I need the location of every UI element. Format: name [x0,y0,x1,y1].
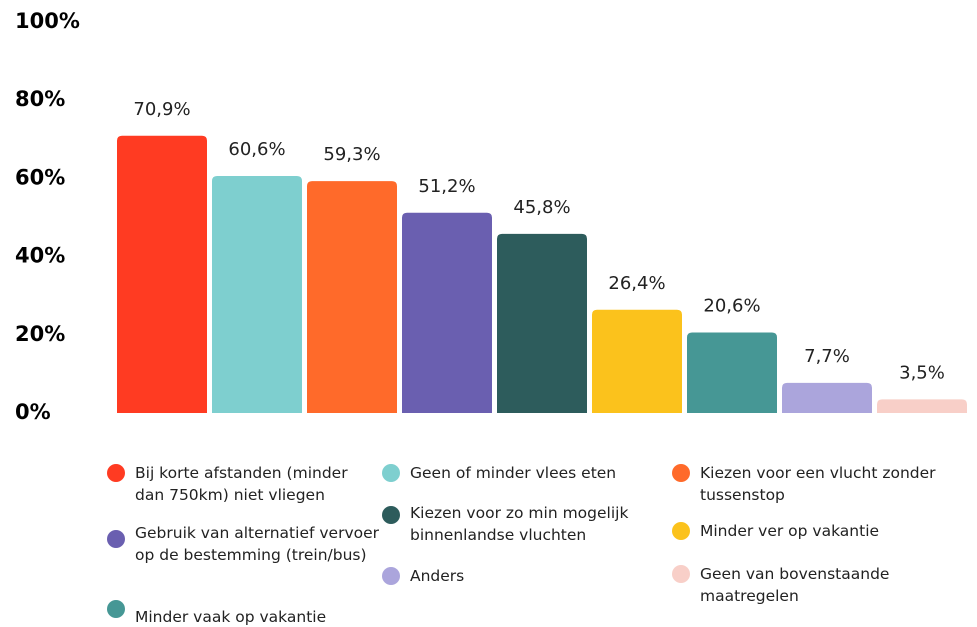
y-tick-label: 0% [15,400,51,424]
legend-marker [672,464,690,482]
legend-label: Kiezen voor zo min mogelijk binnenlandse… [410,504,629,544]
y-tick-label: 80% [15,87,65,111]
legend-label: Minder ver op vakantie [700,522,880,540]
value-label: 7,7% [804,346,850,367]
value-label: 59,3% [323,144,380,165]
value-label: 26,4% [608,273,665,294]
value-label: 45,8% [513,197,570,218]
bar [117,135,207,413]
legend-marker [107,530,125,548]
bar [592,309,682,413]
y-tick-label: 40% [15,244,65,268]
bar [497,233,587,413]
value-label: 70,9% [133,99,190,120]
legend-label: Kiezen voor een vlucht zonder tussenstop [700,464,936,504]
legend-label: Anders [410,567,465,585]
legend-label: Minder vaak op vakantie [135,608,327,626]
bar [212,176,302,413]
value-label: 51,2% [418,176,475,197]
legend-marker [382,506,400,524]
bar [782,382,872,413]
legend-marker [672,565,690,583]
bar [687,332,777,413]
value-label: 3,5% [899,362,945,383]
y-tick-label: 60% [15,165,65,189]
legend-label: Gebruik van alternatief vervoer op de be… [135,524,380,564]
bar [307,181,397,413]
legend-label: Geen of minder vlees eten [410,464,617,482]
legend-marker [382,567,400,585]
legend-marker [672,522,690,540]
value-label: 20,6% [703,295,760,316]
y-tick-label: 20% [15,322,65,346]
value-label: 60,6% [228,139,285,160]
legend-label: Bij korte afstanden (minder dan 750km) n… [135,464,348,504]
bar [402,212,492,413]
legend-label: Geen van bovenstaande maatregelen [700,565,890,605]
legend-marker [107,600,125,618]
legend-marker [382,464,400,482]
bar [877,399,967,413]
legend-marker [107,464,125,482]
y-tick-label: 100% [15,9,80,33]
